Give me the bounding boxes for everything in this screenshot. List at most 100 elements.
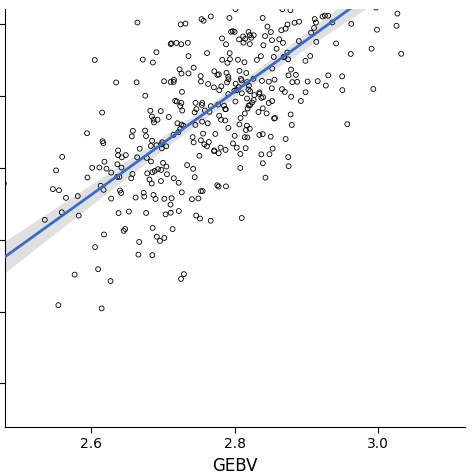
Point xyxy=(148,180,155,187)
Point xyxy=(267,28,274,36)
Point xyxy=(225,75,232,83)
Point xyxy=(306,52,314,60)
Point xyxy=(220,102,228,109)
Point xyxy=(185,70,192,77)
Point xyxy=(100,158,108,165)
Point xyxy=(217,144,225,151)
Point xyxy=(289,78,296,86)
Point xyxy=(133,154,141,161)
Point xyxy=(250,31,257,39)
Point xyxy=(190,64,198,72)
Point xyxy=(201,141,208,148)
Point xyxy=(262,174,269,182)
Point xyxy=(241,35,249,43)
Point xyxy=(146,107,154,115)
Point xyxy=(94,265,102,273)
Point xyxy=(246,40,254,48)
Point xyxy=(167,209,174,217)
Point xyxy=(258,77,266,85)
Point xyxy=(148,251,156,259)
Point xyxy=(234,0,241,1)
Point xyxy=(117,189,125,197)
Point xyxy=(114,152,122,159)
Point xyxy=(163,171,171,178)
Point xyxy=(170,131,177,139)
Point xyxy=(100,186,108,194)
Point xyxy=(157,177,164,185)
Point xyxy=(238,90,246,97)
Point xyxy=(120,227,128,235)
Point xyxy=(163,143,170,150)
Point xyxy=(191,121,199,128)
Point xyxy=(205,138,213,146)
Point xyxy=(100,231,108,238)
Point xyxy=(141,92,149,100)
Point xyxy=(177,275,185,283)
Point xyxy=(250,75,257,82)
Point xyxy=(241,133,248,141)
Point xyxy=(392,22,400,29)
Point xyxy=(259,105,266,112)
Point xyxy=(231,132,238,139)
Point xyxy=(235,83,243,91)
Point xyxy=(243,122,251,129)
Point xyxy=(201,107,209,114)
Point xyxy=(234,56,242,64)
Point xyxy=(154,165,162,173)
Point xyxy=(134,19,141,27)
Point xyxy=(170,78,177,86)
Point xyxy=(129,127,137,135)
Point xyxy=(282,25,290,33)
Point xyxy=(314,77,321,85)
Point xyxy=(165,113,173,121)
Point xyxy=(297,97,305,105)
Point xyxy=(246,125,254,133)
Point xyxy=(215,183,222,191)
Point xyxy=(108,169,115,176)
Point xyxy=(114,161,121,168)
Point xyxy=(218,35,226,42)
Point xyxy=(169,225,176,233)
Point xyxy=(243,78,251,86)
Point xyxy=(148,137,156,145)
Point xyxy=(173,98,181,105)
Point xyxy=(217,116,225,124)
Point xyxy=(257,53,264,60)
X-axis label: GEBV: GEBV xyxy=(212,456,257,474)
Point xyxy=(149,224,156,232)
Point xyxy=(234,0,242,6)
Point xyxy=(273,45,281,53)
Point xyxy=(373,26,381,34)
Point xyxy=(301,57,309,64)
Point xyxy=(222,182,230,190)
Point xyxy=(176,125,184,133)
Point xyxy=(261,32,269,40)
Point xyxy=(221,117,229,124)
Point xyxy=(140,193,148,201)
Point xyxy=(150,116,157,123)
Point xyxy=(71,271,78,278)
Point xyxy=(226,55,234,63)
Point xyxy=(242,145,249,152)
Point xyxy=(287,66,295,73)
Point xyxy=(241,58,248,66)
Point xyxy=(128,133,136,140)
Point xyxy=(281,88,289,96)
Point xyxy=(213,182,221,189)
Point xyxy=(284,153,292,161)
Point xyxy=(218,82,225,90)
Point xyxy=(232,80,239,88)
Point xyxy=(190,138,198,146)
Point xyxy=(118,154,126,161)
Point xyxy=(222,41,230,48)
Point xyxy=(321,12,329,19)
Point xyxy=(268,65,276,73)
Point xyxy=(180,270,188,278)
Point xyxy=(287,93,295,100)
Point xyxy=(41,216,48,224)
Point xyxy=(129,170,137,178)
Point xyxy=(371,0,378,7)
Point xyxy=(204,80,212,88)
Point xyxy=(88,164,96,172)
Point xyxy=(178,88,186,96)
